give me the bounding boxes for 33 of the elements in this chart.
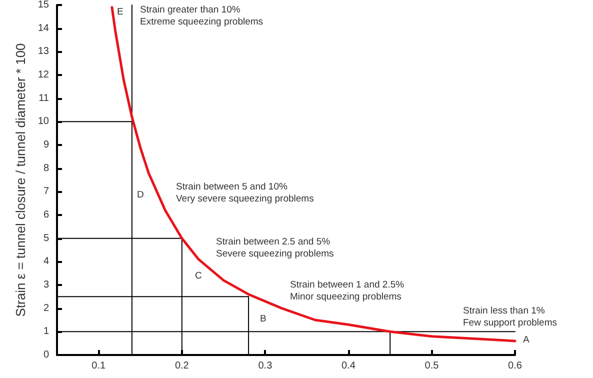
y-tick-label: 15 bbox=[38, 0, 50, 10]
y-tick-label: 0 bbox=[43, 350, 50, 360]
annotation: Strain between 2.5 and 5% Severe squeezing problems bbox=[216, 236, 334, 260]
text: A bbox=[523, 334, 530, 346]
y-axis-title: Strain ε = tunnel closure / tunnel diameter * 100 bbox=[12, 43, 28, 317]
x-tick-label: 0.6 bbox=[508, 360, 522, 372]
y-tick-label: 4 bbox=[43, 256, 50, 268]
y-tick-label: 2 bbox=[43, 302, 50, 314]
y-tick-label: 7 bbox=[43, 186, 50, 198]
annotation: Strain between 1 and 2.5% Minor squeezing problems bbox=[290, 280, 405, 302]
x-tick-label: 0.3 bbox=[258, 360, 273, 372]
x-tick-label: 0.4 bbox=[342, 360, 356, 372]
y-tick-label: 5 bbox=[43, 232, 50, 244]
annotation: D bbox=[137, 190, 144, 200]
y-tick-label: 1 bbox=[43, 326, 50, 338]
x-tick-label: 0.2 bbox=[174, 360, 190, 372]
y-tick-label: 9 bbox=[43, 140, 50, 150]
annotation: B bbox=[260, 314, 266, 324]
annotation: C bbox=[195, 270, 202, 282]
y-tick-label: 3 bbox=[43, 280, 50, 290]
y-tick-label: 10 bbox=[38, 116, 50, 128]
x-tick-label: 0.1 bbox=[92, 360, 106, 372]
x-tick-label: 0.5 bbox=[424, 360, 440, 372]
y-tick-label: 12 bbox=[38, 70, 50, 80]
y-tick-label: 13 bbox=[38, 46, 50, 58]
y-tick-label: 11 bbox=[38, 92, 50, 104]
annotation: Strain between 5 and 10% Very severe squeezing problems bbox=[176, 182, 314, 204]
annotation: Strain less than 1% Few support problems bbox=[463, 306, 558, 328]
y-tick-label: 6 bbox=[43, 210, 50, 220]
y-tick-label: 14 bbox=[38, 22, 50, 34]
annotation: Strain greater than 10% Extreme squeezing problems bbox=[140, 4, 264, 28]
annotation: E bbox=[117, 6, 124, 18]
y-tick-label: 8 bbox=[43, 162, 50, 174]
